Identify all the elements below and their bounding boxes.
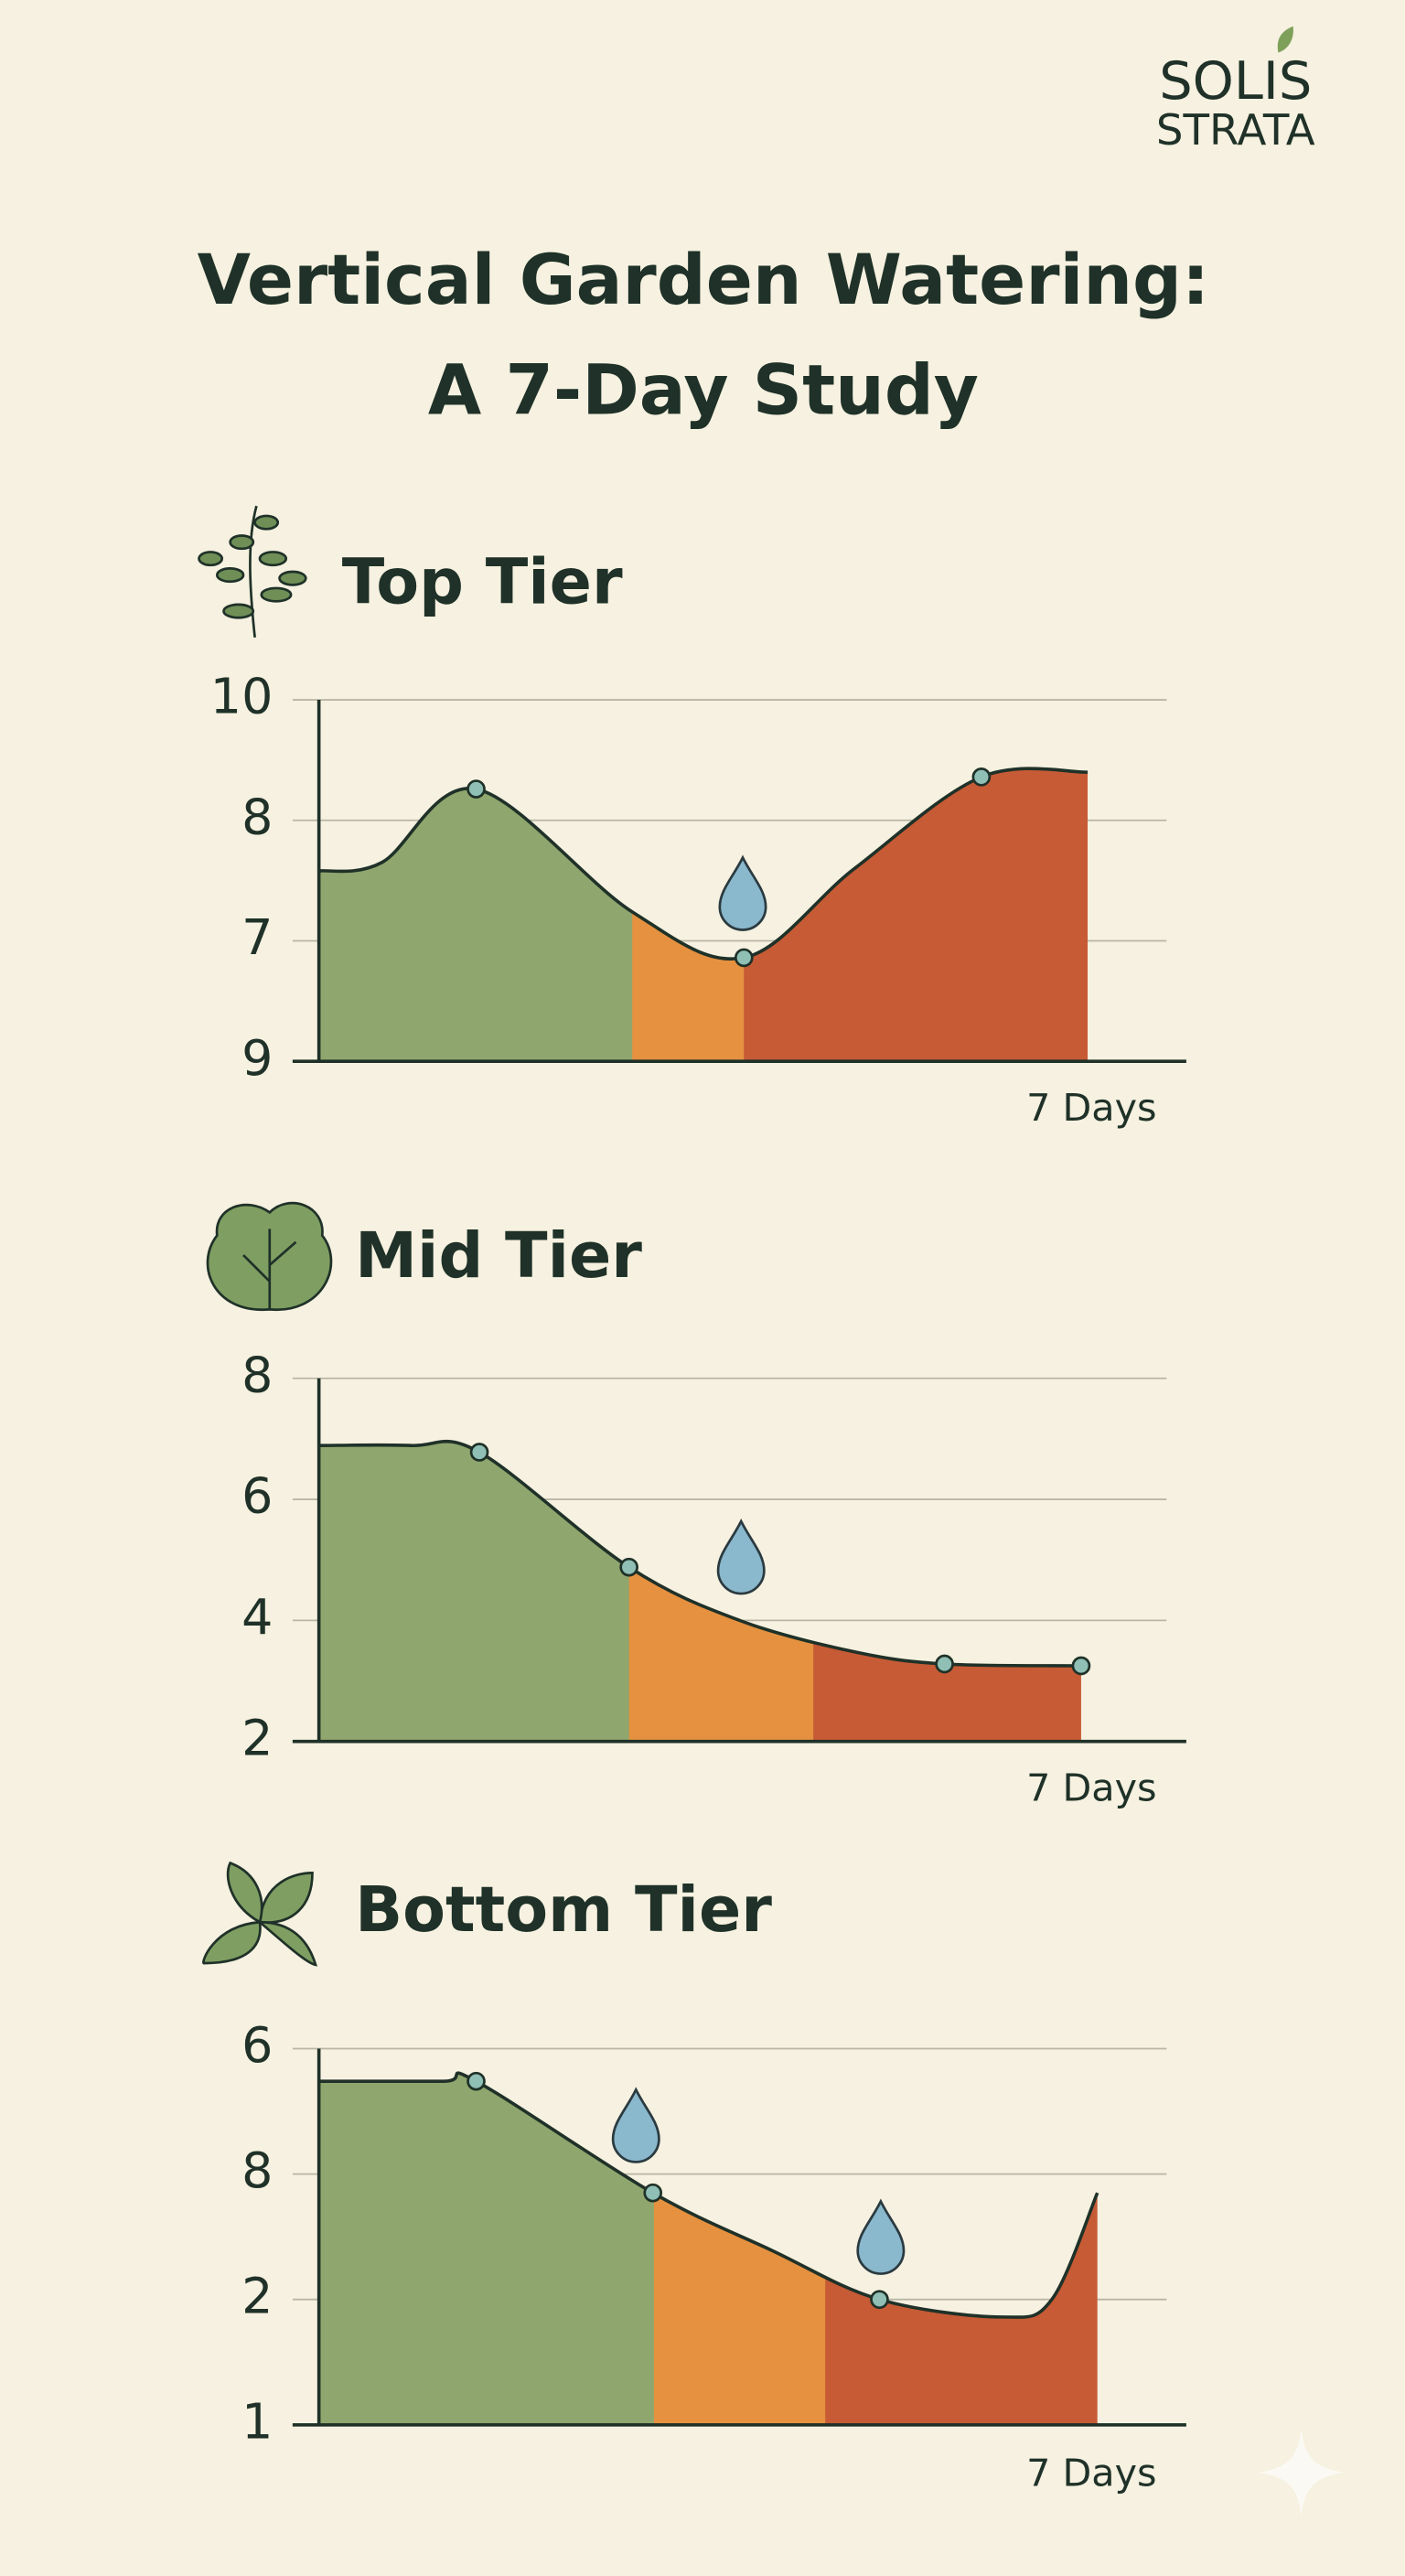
curve bbox=[318, 767, 1089, 961]
logo-leaf bbox=[1277, 26, 1293, 53]
water-drops bbox=[611, 854, 906, 2275]
point bbox=[870, 2290, 889, 2310]
area-band bbox=[813, 1642, 1081, 1742]
title: A 7-Day Study bbox=[428, 350, 979, 431]
point bbox=[1071, 1656, 1091, 1676]
tier-title: Mid Tier bbox=[355, 1220, 642, 1293]
tier-title: Top Tier bbox=[342, 547, 623, 619]
area-band bbox=[653, 2193, 827, 2425]
y-tick-label: 9 bbox=[241, 1029, 273, 1087]
y-tick-label: 8 bbox=[241, 2141, 273, 2199]
x-axis-label: 7 Days bbox=[1026, 1086, 1156, 1130]
area-band bbox=[744, 768, 1089, 1062]
tier-title: Bottom Tier bbox=[355, 1874, 772, 1947]
title: Vertical Garden Watering: bbox=[198, 240, 1210, 320]
logo-line: STRATA bbox=[1156, 106, 1315, 156]
point bbox=[469, 1443, 489, 1462]
y-tick-label: 8 bbox=[241, 788, 273, 845]
y-tick-label: 2 bbox=[241, 1709, 273, 1766]
x-axis-label: 7 Days bbox=[1026, 2451, 1156, 2495]
y-tick-label: 8 bbox=[241, 1346, 273, 1403]
herb-icon bbox=[198, 505, 307, 638]
area-band bbox=[318, 788, 634, 1062]
y-tick-label: 6 bbox=[241, 1467, 273, 1525]
lettuce-icon bbox=[206, 1201, 333, 1311]
curve bbox=[318, 2071, 1099, 2319]
y-tick-label: 4 bbox=[241, 1588, 273, 1646]
point bbox=[734, 948, 754, 968]
y-tick-label: 7 bbox=[241, 908, 273, 966]
area-band bbox=[318, 2073, 655, 2425]
x-axis-label: 7 Days bbox=[1026, 1766, 1156, 1810]
y-tick-label: 10 bbox=[210, 668, 273, 725]
point bbox=[971, 767, 992, 787]
y-tick-label: 1 bbox=[241, 2392, 273, 2450]
point bbox=[643, 2183, 663, 2203]
y-tick-label: 6 bbox=[241, 2016, 273, 2074]
area-band bbox=[628, 1567, 815, 1742]
basil-icon bbox=[202, 1861, 317, 1967]
point bbox=[619, 1557, 638, 1577]
logo-line: SOLIS bbox=[1159, 50, 1312, 112]
point bbox=[467, 779, 486, 799]
y-tick-label: 2 bbox=[241, 2267, 273, 2324]
area-band bbox=[825, 2193, 1098, 2425]
area-band bbox=[632, 911, 745, 1062]
point bbox=[467, 2071, 486, 2091]
sparkle bbox=[1258, 2428, 1345, 2517]
area-band bbox=[318, 1441, 630, 1742]
point bbox=[935, 1654, 954, 1674]
